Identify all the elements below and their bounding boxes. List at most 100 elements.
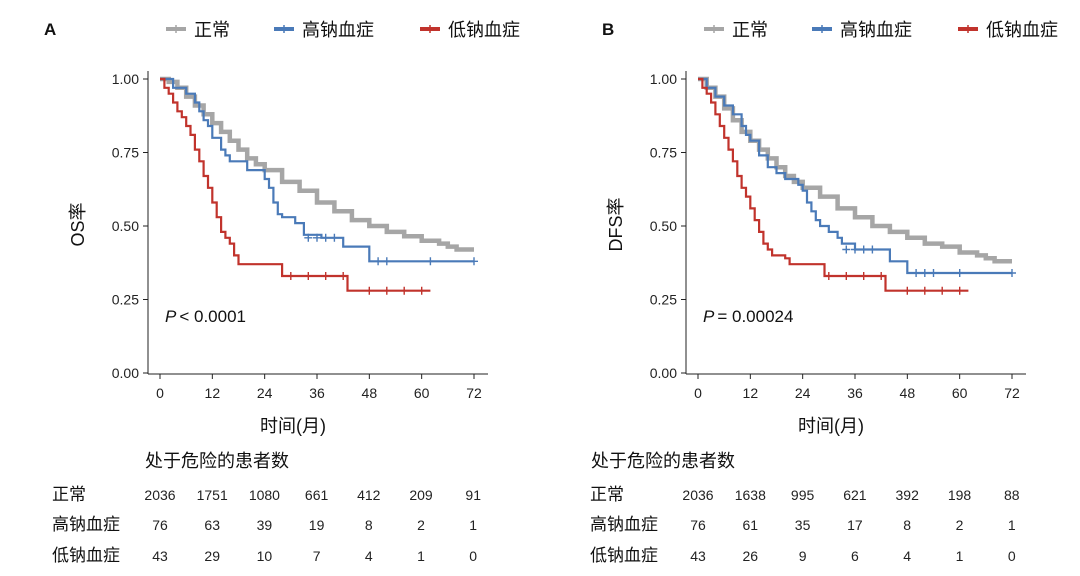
p-value-symbol: P — [165, 307, 177, 326]
censor-mark — [374, 257, 383, 266]
x-tick-label: 48 — [900, 385, 916, 401]
x-tick-label: 48 — [362, 385, 378, 401]
risk-count: 2036 — [682, 487, 713, 503]
risk-count: 8 — [903, 517, 911, 533]
censor-mark — [877, 272, 886, 280]
panel-label: B — [602, 20, 614, 39]
y-tick-label: 0.00 — [112, 365, 139, 381]
censor-mark — [938, 286, 947, 295]
risk-row-label: 正常 — [590, 485, 624, 504]
x-tick-label: 72 — [1004, 385, 1020, 401]
risk-count: 1 — [956, 548, 964, 564]
risk-count: 10 — [257, 548, 273, 564]
x-tick-label: 60 — [952, 385, 968, 401]
risk-count: 1 — [1008, 517, 1016, 533]
censor-mark — [1008, 269, 1016, 277]
y-axis-title: DFS率 — [606, 198, 626, 252]
x-tick-label: 0 — [694, 385, 702, 401]
risk-count: 61 — [743, 517, 759, 533]
x-tick-label: 0 — [156, 385, 164, 401]
censor-mark — [304, 233, 313, 242]
x-tick-label: 24 — [257, 385, 273, 401]
risk-count: 76 — [690, 517, 706, 533]
risk-count: 1638 — [735, 487, 766, 503]
y-tick-label: 0.50 — [112, 218, 139, 234]
y-tick-label: 0.25 — [112, 292, 139, 308]
risk-count: 198 — [948, 487, 972, 503]
y-tick-label: 0.25 — [650, 292, 677, 308]
risk-row-label: 低钠血症 — [52, 546, 120, 565]
y-tick-label: 0.50 — [650, 218, 677, 234]
censor-mark — [824, 272, 833, 280]
censor-mark — [400, 286, 409, 295]
risk-row-label: 高钠血症 — [590, 515, 658, 534]
censor-mark — [286, 272, 295, 280]
risk-count: 76 — [152, 517, 168, 533]
p-value: P = 0.00024 — [703, 307, 793, 326]
risk-count: 19 — [309, 517, 325, 533]
censor-mark — [321, 233, 330, 242]
x-tick-label: 12 — [205, 385, 221, 401]
risk-count: 995 — [791, 487, 815, 503]
censor-mark — [339, 272, 348, 280]
legend-censor-mark — [172, 25, 180, 33]
risk-count: 2 — [417, 517, 425, 533]
censor-mark — [382, 257, 391, 266]
censor-mark — [426, 257, 435, 266]
risk-count: 1751 — [197, 487, 228, 503]
x-tick-label: 36 — [847, 385, 863, 401]
censor-mark — [417, 286, 426, 295]
x-tick-label: 72 — [466, 385, 482, 401]
censor-mark — [868, 245, 877, 254]
km-curve-normal — [698, 76, 1012, 264]
censor-mark — [382, 286, 391, 295]
risk-count: 2036 — [144, 487, 175, 503]
censor-mark — [859, 245, 868, 254]
risk-count: 4 — [903, 548, 911, 564]
risk-count: 0 — [1008, 548, 1016, 564]
censor-mark — [912, 269, 921, 277]
risk-count: 412 — [357, 487, 381, 503]
risk-row-label: 低钠血症 — [590, 546, 658, 565]
censor-mark — [330, 233, 339, 242]
risk-count: 0 — [469, 548, 477, 564]
risk-row-label: 高钠血症 — [52, 515, 120, 534]
risk-count: 35 — [795, 517, 811, 533]
censor-mark — [920, 269, 929, 277]
risk-count: 2 — [956, 517, 964, 533]
risk-count: 39 — [257, 517, 273, 533]
risk-count: 88 — [1004, 487, 1020, 503]
risk-count: 1080 — [249, 487, 280, 503]
risk-count: 8 — [365, 517, 373, 533]
km-curve-hyper — [160, 77, 474, 263]
risk-table-title: 处于危险的患者数 — [591, 451, 735, 471]
risk-count: 621 — [843, 487, 867, 503]
censor-mark — [842, 245, 851, 254]
risk-count: 26 — [743, 548, 759, 564]
legend-censor-mark — [426, 25, 434, 33]
legend-label: 高钠血症 — [302, 20, 374, 40]
censor-mark — [955, 286, 964, 295]
censor-mark — [929, 269, 938, 277]
risk-count: 63 — [204, 517, 220, 533]
y-tick-label: 1.00 — [112, 71, 139, 87]
x-tick-label: 12 — [743, 385, 759, 401]
risk-count: 9 — [799, 548, 807, 564]
censor-mark — [365, 286, 374, 295]
legend-label: 低钠血症 — [986, 20, 1058, 40]
risk-count: 6 — [851, 548, 859, 564]
risk-count: 209 — [409, 487, 433, 503]
risk-count: 91 — [465, 487, 481, 503]
x-tick-label: 36 — [309, 385, 325, 401]
censor-mark — [903, 286, 912, 295]
x-tick-label: 60 — [414, 385, 430, 401]
censor-mark — [920, 286, 929, 295]
censor-mark — [313, 233, 321, 242]
y-tick-label: 1.00 — [650, 71, 677, 87]
x-axis-title: 时间(月) — [798, 416, 864, 436]
risk-count: 1 — [469, 517, 477, 533]
p-value-text: = 0.00024 — [717, 307, 793, 326]
